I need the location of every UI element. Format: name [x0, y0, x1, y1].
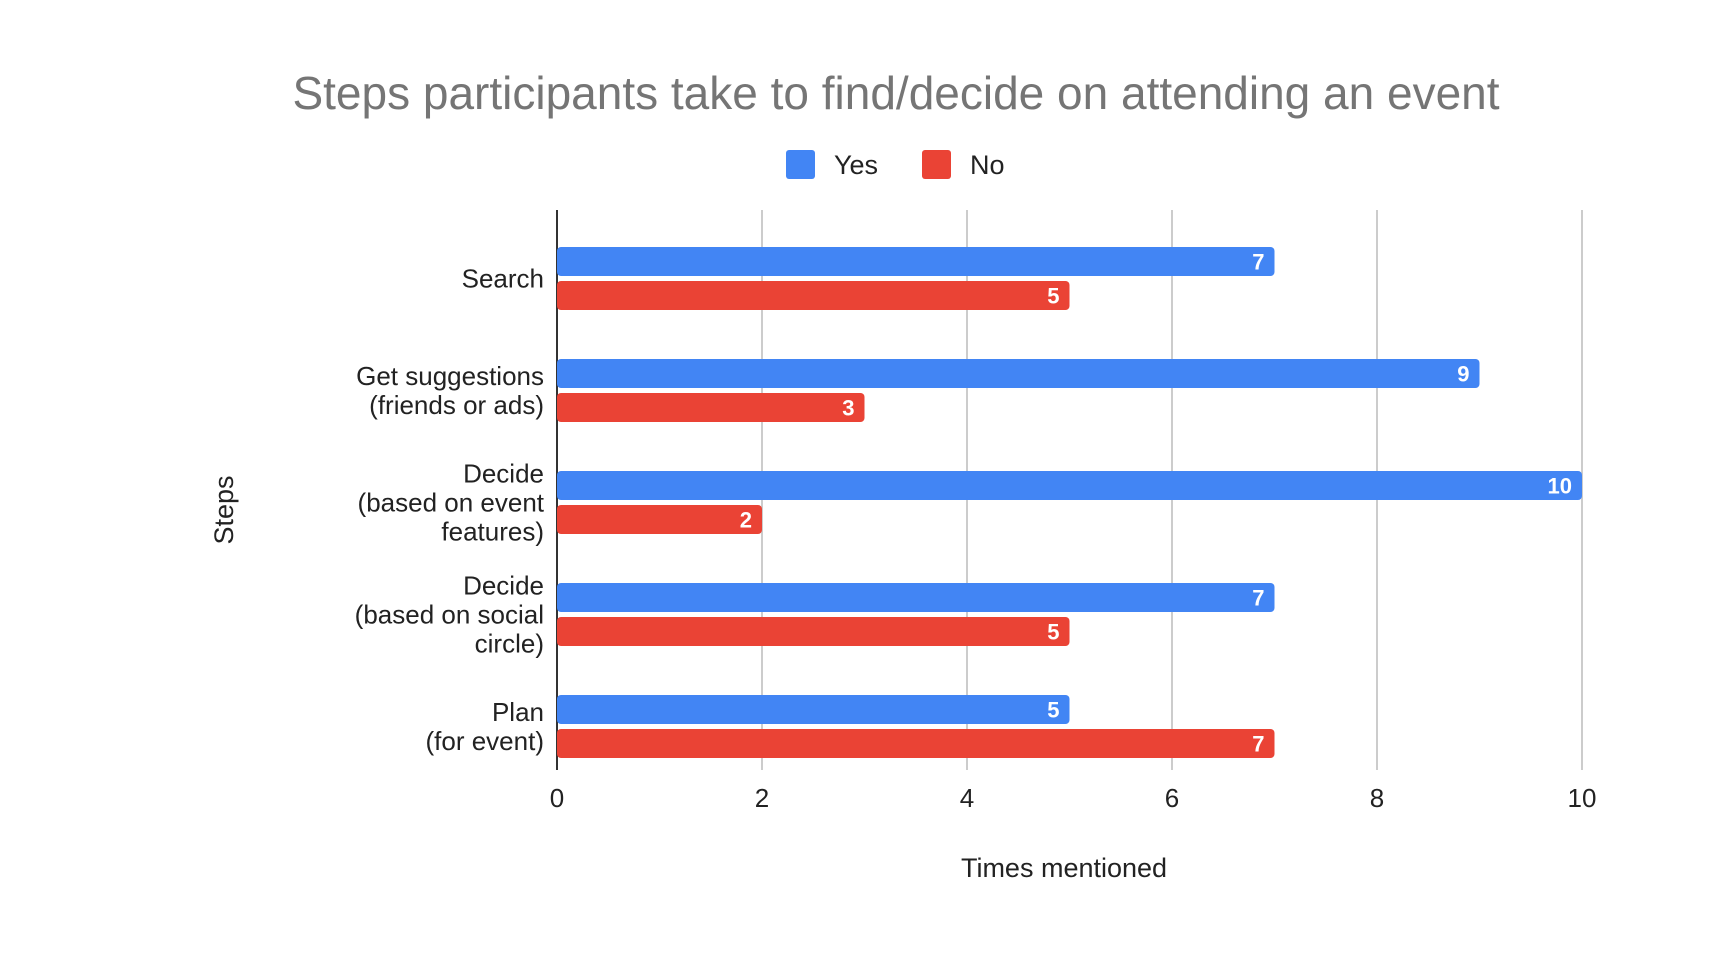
- bar-no: [557, 393, 865, 422]
- category-label: Decide (based on social circle): [355, 571, 544, 659]
- category-label-line: Decide: [463, 459, 544, 489]
- data-label: 7: [1252, 250, 1264, 275]
- legend-label-no: No: [970, 150, 1005, 180]
- data-label: 7: [1252, 732, 1264, 757]
- legend-swatch-no: [922, 150, 951, 179]
- category-label-line: circle): [475, 629, 544, 659]
- category-labels: Search Get suggestions (friends or ads) Dec…: [355, 264, 545, 757]
- x-tick-label: 4: [960, 783, 974, 813]
- chart-title: Steps participants take to find/decide o…: [292, 67, 1499, 119]
- bar-yes: [557, 471, 1582, 500]
- x-tick-label: 10: [1568, 783, 1597, 813]
- category-label-line: (friends or ads): [369, 390, 544, 420]
- y-axis-title: Steps: [209, 475, 239, 544]
- legend: Yes No: [786, 150, 1005, 180]
- data-label: 7: [1252, 586, 1264, 611]
- x-axis-title: Times mentioned: [961, 853, 1167, 883]
- x-tick-label: 6: [1165, 783, 1179, 813]
- bar-no: [557, 505, 762, 534]
- category-label-line: (for event): [426, 726, 545, 756]
- x-tick-label: 0: [550, 783, 564, 813]
- category-label: Search: [462, 264, 544, 294]
- data-label: 5: [1047, 698, 1059, 723]
- data-label: 5: [1047, 620, 1059, 645]
- category-label-line: Decide: [463, 571, 544, 601]
- bar-no: [557, 281, 1070, 310]
- bar-no: [557, 729, 1275, 758]
- data-label: 3: [842, 396, 854, 421]
- data-label: 9: [1457, 362, 1469, 387]
- data-label: 2: [740, 508, 752, 533]
- category-label: Decide (based on event features): [358, 459, 545, 547]
- category-label-line: (based on event: [358, 488, 545, 518]
- category-label-line: Plan: [492, 697, 544, 727]
- bars: 7 5 9 3 10 2 7 5 5 7: [557, 247, 1582, 758]
- category-label: Plan (for event): [426, 697, 545, 756]
- bar-yes: [557, 695, 1070, 724]
- x-tick-label: 8: [1370, 783, 1384, 813]
- category-label-line: Get suggestions: [356, 361, 544, 391]
- bar-yes: [557, 359, 1480, 388]
- category-label-line: features): [441, 517, 544, 547]
- category-label: Get suggestions (friends or ads): [356, 361, 544, 420]
- bar-yes: [557, 583, 1275, 612]
- bar-yes: [557, 247, 1275, 276]
- data-label: 5: [1047, 284, 1059, 309]
- category-label-line: Search: [462, 264, 544, 294]
- legend-label-yes: Yes: [834, 150, 878, 180]
- category-label-line: (based on social: [355, 600, 544, 630]
- legend-swatch-yes: [786, 150, 815, 179]
- x-tick-labels: 0 2 4 6 8 10: [550, 783, 1597, 813]
- bar-no: [557, 617, 1070, 646]
- data-label: 10: [1548, 474, 1572, 499]
- x-tick-label: 2: [755, 783, 769, 813]
